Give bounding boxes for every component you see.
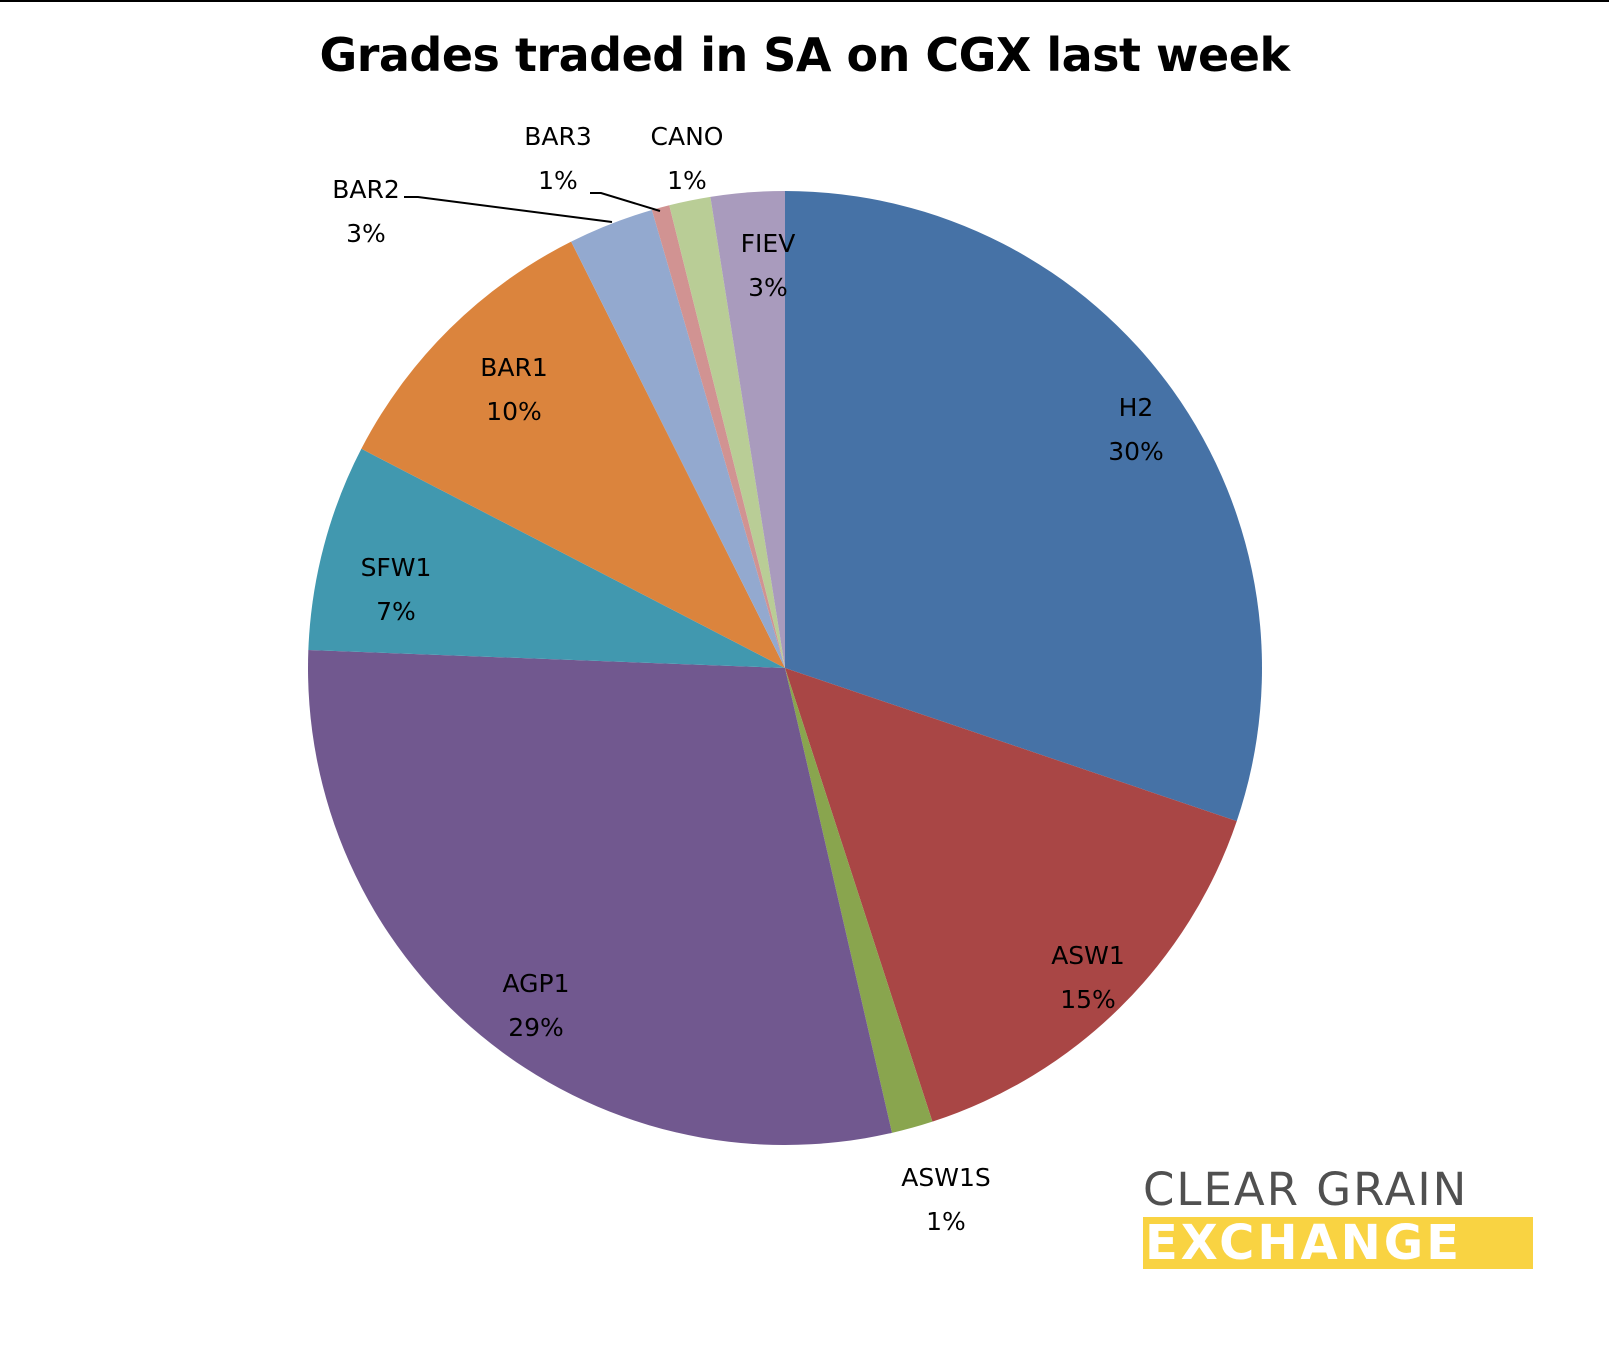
slice-bar2: [571, 209, 785, 668]
label-asw1: ASW1 15%: [1051, 941, 1125, 1014]
logo-line-2: EXCHANGE: [1143, 1217, 1533, 1269]
label-sfw1: SFW1 7%: [360, 553, 432, 626]
label-agp1: AGP1 29%: [502, 969, 570, 1042]
label-asw1s: ASW1S 1%: [901, 1163, 991, 1236]
slice-bar3: [651, 205, 785, 668]
label-bar3: BAR3 1%: [524, 122, 592, 195]
label-bar2: BAR2 3%: [332, 175, 400, 248]
label-h2: H2 30%: [1108, 393, 1164, 466]
leader-line-bar3: [590, 192, 661, 212]
label-fiev: FIEV 3%: [740, 229, 796, 302]
leader-line-bar2: [404, 196, 613, 223]
top-border: [0, 0, 1609, 2]
slice-fiev: [710, 191, 785, 668]
label-bar1: BAR1 10%: [480, 353, 548, 426]
slice-asw1: [785, 668, 1237, 1122]
label-cano: CANO 1%: [650, 122, 724, 195]
clear-grain-exchange-logo: CLEAR GRAIN EXCHANGE: [1143, 1165, 1533, 1269]
slice-h2: [785, 191, 1262, 822]
chart-title: Grades traded in SA on CGX last week: [319, 28, 1290, 82]
slice-cano: [669, 196, 785, 668]
slice-asw1s: [785, 668, 933, 1133]
pie-slices: [308, 191, 1262, 1145]
logo-line-1: CLEAR GRAIN: [1143, 1163, 1469, 1216]
slice-sfw1: [308, 448, 785, 668]
slice-agp1: [308, 650, 892, 1145]
slice-bar1: [361, 241, 785, 668]
